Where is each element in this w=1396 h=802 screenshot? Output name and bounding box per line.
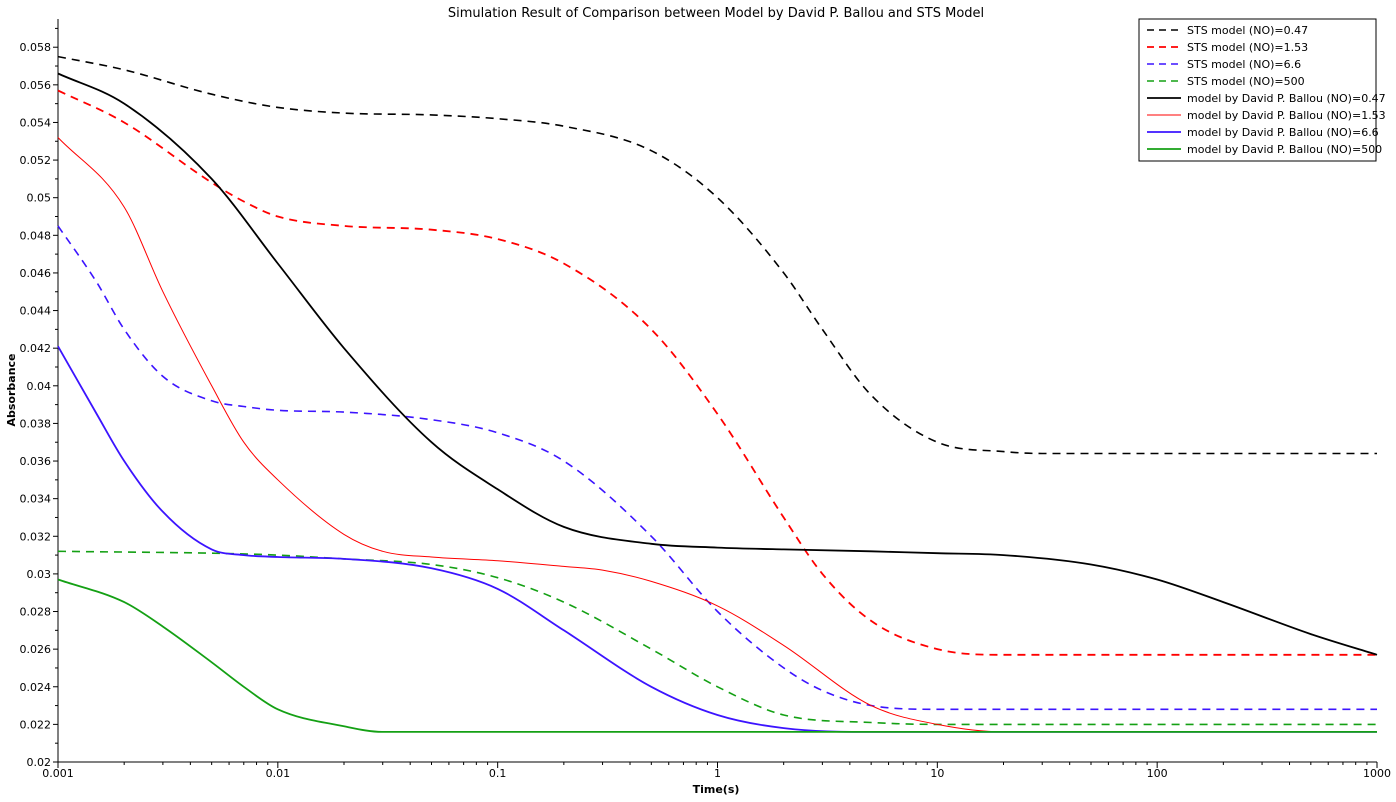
y-tick-label: 0.054: [20, 116, 52, 129]
y-tick-label: 0.024: [20, 681, 52, 694]
x-tick-label: 0.01: [266, 767, 291, 780]
series-line-model-by-david-p-ballou-no-1-53: [57, 137, 1377, 733]
y-tick-label: 0.032: [20, 530, 52, 543]
y-tick-label: 0.056: [20, 79, 52, 92]
y-tick-label: 0.02: [27, 756, 52, 769]
y-tick-label: 0.036: [20, 455, 52, 468]
y-tick-label: 0.058: [20, 41, 52, 54]
series-line-model-by-david-p-ballou-no-500: [57, 578, 1377, 733]
series-line-sts-model-no-1-53: [57, 89, 1377, 656]
axes: 0.02 0.022 0.024 0.026 0.028 0.03 0.032 0.034 0.…: [20, 19, 1391, 780]
legend-label: STS model (NO)=500: [1187, 75, 1305, 88]
y-axis-label: Absorbance: [5, 353, 18, 426]
legend: STS model (NO)=0.47 STS model (NO)=1.53 ST…: [1138, 18, 1386, 162]
y-tick-label: 0.03: [27, 568, 52, 581]
y-tick-label: 0.034: [20, 493, 52, 506]
legend-label: STS model (NO)=6.6: [1187, 58, 1301, 71]
legend-label: model by David P. Ballou (NO)=6.6: [1187, 126, 1379, 139]
series-line-sts-model-no-500: [57, 550, 1377, 726]
y-tick-label: 0.048: [20, 229, 52, 242]
x-tick-label: 10: [930, 767, 944, 780]
legend-label: model by David P. Ballou (NO)=500: [1187, 143, 1382, 156]
legend-label: STS model (NO)=1.53: [1187, 41, 1308, 54]
y-tick-label: 0.05: [27, 192, 52, 205]
y-tick-label: 0.028: [20, 606, 52, 619]
plot-area: [57, 55, 1378, 733]
y-tick-label: 0.038: [20, 417, 52, 430]
legend-label: model by David P. Ballou (NO)=1.53: [1187, 109, 1386, 122]
y-tick-label: 0.042: [20, 342, 52, 355]
series-line-sts-model-no-0-47: [57, 55, 1377, 455]
y-tick-label: 0.04: [27, 380, 52, 393]
x-tick-label: 100: [1147, 767, 1168, 780]
series-line-sts-model-no-6-6: [57, 225, 1377, 711]
x-tick-label: 0.001: [42, 767, 74, 780]
series-line-model-by-david-p-ballou-no-0-47: [57, 72, 1378, 656]
series-line-model-by-david-p-ballou-no-6-6: [57, 345, 1377, 733]
legend-box: [1138, 18, 1377, 162]
y-tick-label: 0.022: [20, 718, 52, 731]
legend-label: STS model (NO)=0.47: [1187, 24, 1308, 37]
y-tick-label: 0.026: [20, 643, 52, 656]
x-tick-label: 1000: [1363, 767, 1391, 780]
legend-label: model by David P. Ballou (NO)=0.47: [1187, 92, 1386, 105]
x-axis-label: Time(s): [693, 783, 740, 796]
y-tick-label: 0.052: [20, 154, 52, 167]
y-tick-label: 0.044: [20, 305, 52, 318]
x-tick-label: 1: [714, 767, 721, 780]
y-tick-label: 0.046: [20, 267, 52, 280]
x-tick-label: 0.1: [489, 767, 507, 780]
chart-title: Simulation Result of Comparison between …: [448, 6, 984, 21]
